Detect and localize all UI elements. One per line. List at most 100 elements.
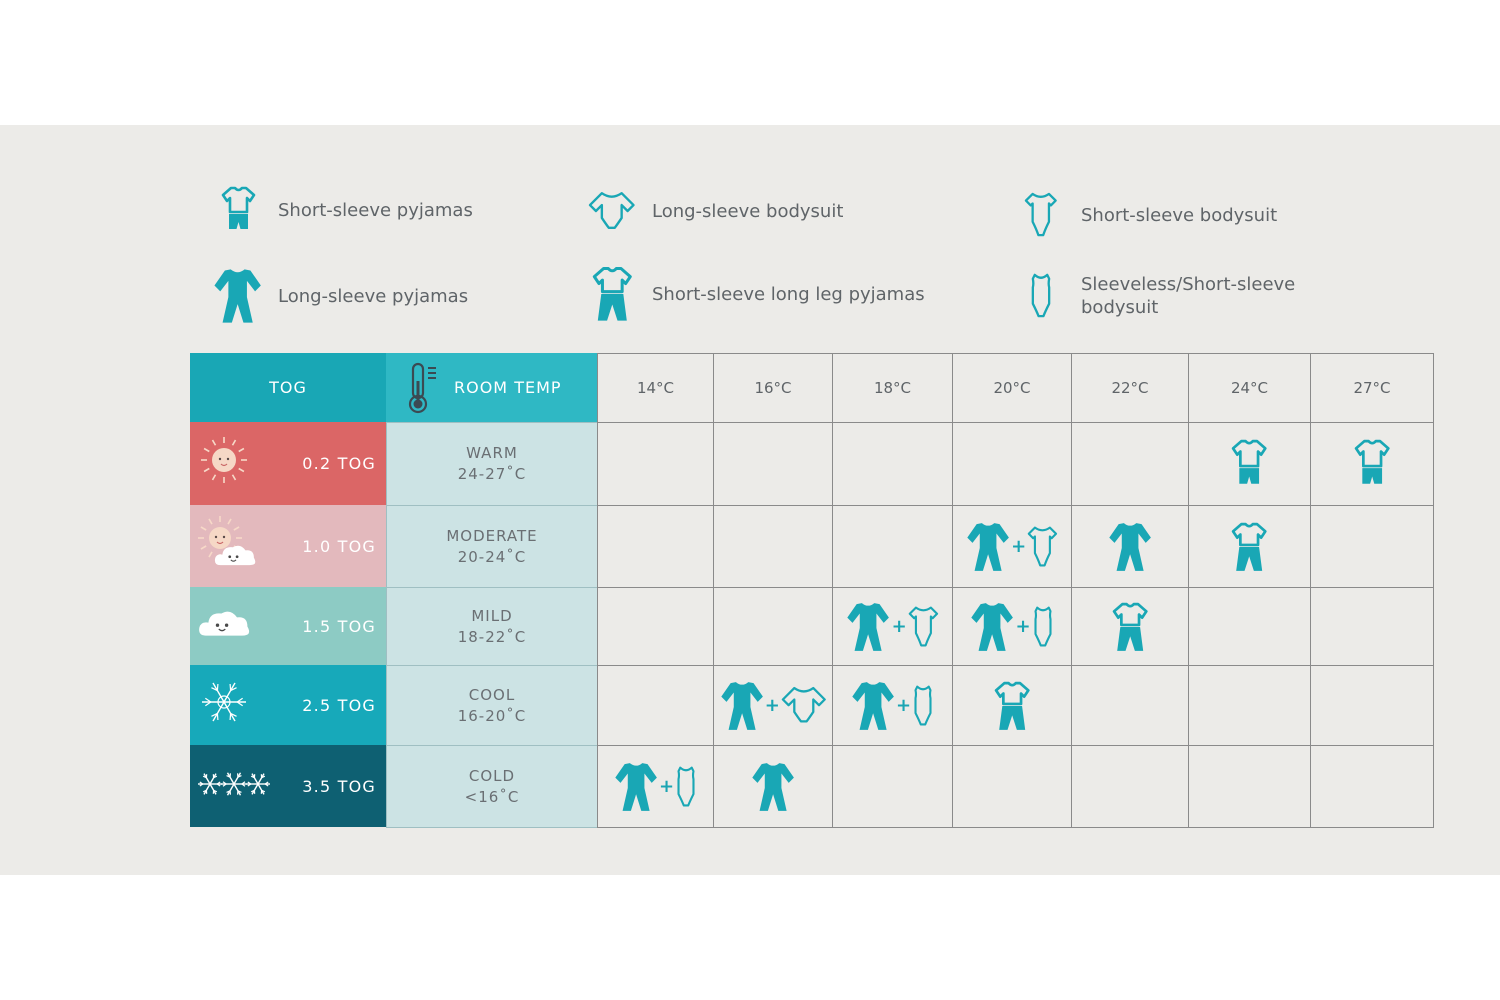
room-temp-cell: MODERATE 20-24˚C	[386, 505, 598, 588]
short-sleeve-pyjamas-icon	[210, 182, 266, 238]
tog-cell: 0.2 TOG	[190, 422, 386, 505]
short-sleeve-bodysuit-icon	[908, 605, 939, 649]
grid-cell	[1071, 745, 1189, 828]
legend-label: Short-sleeve bodysuit	[1081, 204, 1278, 226]
grid-cell	[597, 665, 714, 746]
legend-item-sleeveless-bodysuit: Sleeveless/Short-sleeve bodysuit	[1013, 268, 1311, 324]
sleeveless-bodysuit-icon	[675, 765, 697, 809]
short-sleeve-long-leg-pyjamas-icon	[1112, 601, 1148, 653]
temp-header: 18°C	[832, 353, 953, 423]
tog-label: 2.5 TOG	[302, 695, 376, 715]
grid-cell	[597, 505, 714, 588]
grid-cell	[1188, 665, 1311, 746]
plus-icon: +	[659, 776, 675, 797]
grid-cell	[1071, 422, 1189, 506]
short-sleeve-bodysuit-icon	[1027, 525, 1058, 569]
grid-cell	[1310, 422, 1434, 506]
grid-cell	[597, 587, 714, 666]
room-temp-cell: COOL 16-20˚C	[386, 665, 598, 746]
long-sleeve-bodysuit-icon	[584, 183, 640, 239]
temp-header: 27°C	[1310, 353, 1434, 423]
long-sleeve-pyjamas-icon	[846, 601, 890, 653]
grid-cell: +	[832, 665, 953, 746]
short-sleeve-pyjamas-icon	[1354, 438, 1390, 490]
grid-cell	[597, 422, 714, 506]
room-range: 18-22˚C	[457, 627, 527, 646]
grid-cell: +	[832, 587, 953, 666]
grid-cell	[832, 422, 953, 506]
legend-item-short-sleeve-long-leg-pyjamas: Short-sleeve long leg pyjamas	[584, 266, 925, 322]
room-name: MILD	[471, 606, 513, 625]
grid-cell	[1071, 665, 1189, 746]
long-sleeve-pyjamas-icon	[210, 268, 266, 324]
grid-cell	[1071, 587, 1189, 666]
tog-cell: 3.5 TOG	[190, 745, 386, 827]
sun-icon	[196, 432, 256, 496]
long-sleeve-bodysuit-icon	[781, 686, 827, 724]
snowflakes-icon	[196, 761, 272, 811]
temp-header: 24°C	[1188, 353, 1311, 423]
grid-cell	[713, 745, 833, 828]
legend-item-short-sleeve-bodysuit: Short-sleeve bodysuit	[1013, 187, 1277, 243]
legend-label: Sleeveless/Short-sleeve bodysuit	[1081, 274, 1296, 318]
cloud-icon	[196, 599, 256, 653]
room-range: <16˚C	[464, 787, 520, 806]
long-sleeve-pyjamas-icon	[751, 761, 795, 813]
long-sleeve-pyjamas-icon	[970, 601, 1014, 653]
plus-icon: +	[1011, 536, 1027, 557]
legend-label: Long-sleeve pyjamas	[278, 285, 469, 307]
tog-label: 0.2 TOG	[302, 454, 376, 473]
room-range: 24-27˚C	[457, 465, 527, 483]
grid-cell	[1310, 745, 1434, 828]
long-sleeve-pyjamas-icon	[720, 680, 764, 732]
grid-cell	[1071, 505, 1189, 588]
tog-label: 3.5 TOG	[302, 776, 376, 796]
tog-chart: TOG ROOM TEMP 14°C 16°C 18°C 20°C 22°C 24°C 27…	[190, 353, 1434, 828]
room-temp-cell: MILD 18-22˚C	[386, 587, 598, 666]
grid-cell	[713, 422, 833, 506]
sleeveless-bodysuit-icon	[1013, 268, 1069, 324]
long-sleeve-pyjamas-icon	[614, 761, 658, 813]
plus-icon: +	[764, 695, 780, 716]
room-temp-label: ROOM TEMP	[454, 378, 562, 397]
snowflake-icon	[196, 673, 256, 737]
room-temp-cell: COLD <16˚C	[386, 745, 598, 828]
grid-cell: +	[952, 587, 1072, 666]
plus-icon: +	[1015, 616, 1031, 637]
grid-cell	[1188, 745, 1311, 828]
sleeveless-bodysuit-icon	[912, 684, 934, 728]
legend-item-long-sleeve-bodysuit: Long-sleeve bodysuit	[584, 183, 843, 239]
sun-cloud-icon	[196, 514, 260, 578]
tog-label: 1.0 TOG	[302, 536, 376, 556]
long-sleeve-pyjamas-icon	[851, 680, 895, 732]
room-name: COLD	[468, 766, 516, 785]
room-name: WARM	[466, 444, 518, 462]
grid-cell	[1310, 587, 1434, 666]
short-sleeve-long-leg-pyjamas-icon	[994, 680, 1030, 732]
grid-cell: +	[952, 505, 1072, 588]
tog-label: 1.5 TOG	[302, 616, 376, 636]
grid-cell	[1188, 505, 1311, 588]
room-range: 16-20˚C	[457, 706, 527, 725]
temp-header: 14°C	[597, 353, 714, 423]
grid-cell	[832, 745, 953, 828]
room-temp-cell: WARM 24-27˚C	[386, 422, 598, 506]
long-sleeve-pyjamas-icon	[966, 521, 1010, 573]
short-sleeve-pyjamas-icon	[1231, 438, 1267, 490]
tog-cell: 1.5 TOG	[190, 587, 386, 665]
room-temp-header: ROOM TEMP	[386, 353, 597, 422]
grid-cell	[1188, 422, 1311, 506]
room-name: MODERATE	[446, 526, 538, 545]
room-name: COOL	[468, 685, 516, 704]
tog-cell: 1.0 TOG	[190, 505, 386, 587]
grid-cell	[713, 505, 833, 588]
grid-cell	[952, 665, 1072, 746]
plus-icon: +	[896, 695, 912, 716]
plus-icon: +	[891, 616, 907, 637]
temp-header: 16°C	[713, 353, 833, 423]
short-sleeve-bodysuit-icon	[1013, 187, 1069, 243]
room-range: 20-24˚C	[457, 547, 527, 566]
sleeveless-bodysuit-icon	[1032, 605, 1054, 649]
grid-cell	[952, 422, 1072, 506]
legend-label: Short-sleeve pyjamas	[278, 199, 473, 221]
